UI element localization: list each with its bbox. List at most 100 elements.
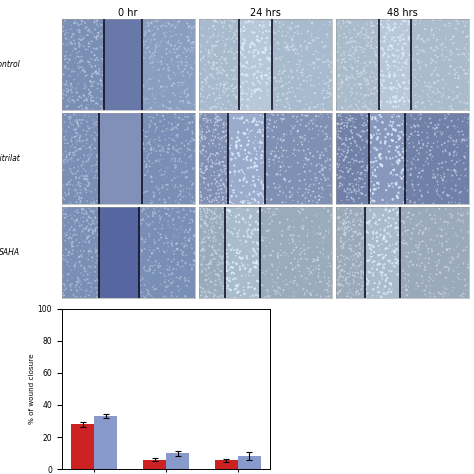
- Point: [347, 128, 355, 135]
- Point: [343, 81, 350, 89]
- Point: [457, 64, 465, 71]
- Point: [219, 181, 227, 189]
- Point: [358, 204, 366, 212]
- Point: [370, 158, 377, 166]
- Point: [352, 33, 360, 40]
- Point: [163, 45, 170, 53]
- Point: [400, 79, 407, 87]
- Point: [415, 229, 422, 237]
- Point: [147, 146, 155, 154]
- Point: [162, 32, 169, 40]
- Point: [256, 266, 264, 274]
- Point: [264, 288, 272, 296]
- Point: [62, 257, 70, 264]
- Point: [93, 15, 101, 23]
- Point: [85, 93, 92, 100]
- Point: [345, 168, 352, 175]
- Point: [73, 53, 81, 60]
- Point: [292, 244, 300, 251]
- Point: [181, 169, 188, 176]
- Point: [199, 83, 207, 91]
- Point: [401, 78, 408, 86]
- Point: [75, 53, 82, 61]
- Point: [343, 292, 350, 300]
- Point: [91, 277, 99, 284]
- Point: [67, 114, 74, 122]
- Point: [181, 87, 189, 95]
- Point: [62, 136, 70, 144]
- Point: [172, 113, 179, 121]
- Point: [338, 140, 346, 148]
- Point: [404, 230, 411, 238]
- Point: [146, 253, 154, 261]
- Point: [212, 96, 219, 103]
- Point: [307, 40, 314, 47]
- Point: [221, 80, 229, 88]
- Point: [354, 30, 362, 37]
- Point: [386, 142, 393, 150]
- Point: [287, 231, 294, 239]
- Point: [292, 115, 300, 123]
- Point: [266, 205, 274, 212]
- Point: [261, 188, 269, 196]
- Point: [172, 164, 179, 172]
- Point: [450, 166, 458, 174]
- Point: [173, 261, 181, 268]
- Point: [216, 224, 223, 232]
- Point: [82, 84, 90, 91]
- Point: [328, 91, 335, 98]
- Point: [200, 205, 208, 213]
- Point: [181, 62, 189, 69]
- Point: [216, 170, 223, 178]
- Point: [94, 15, 101, 23]
- Point: [174, 213, 182, 221]
- Point: [347, 245, 355, 252]
- Point: [146, 47, 153, 55]
- Point: [282, 264, 290, 271]
- Point: [385, 219, 392, 227]
- Point: [73, 147, 80, 155]
- Point: [361, 263, 368, 270]
- Point: [409, 182, 417, 189]
- Point: [90, 262, 98, 269]
- Point: [212, 249, 220, 257]
- Point: [338, 180, 346, 188]
- Point: [361, 102, 369, 110]
- Point: [263, 71, 271, 79]
- Point: [405, 209, 412, 217]
- Point: [211, 127, 219, 134]
- Point: [155, 229, 162, 237]
- Point: [95, 65, 103, 73]
- Point: [341, 232, 349, 239]
- Point: [58, 243, 66, 251]
- Point: [97, 88, 105, 95]
- Point: [147, 19, 155, 27]
- Point: [60, 135, 67, 142]
- Point: [178, 165, 185, 173]
- Point: [310, 258, 317, 265]
- Point: [432, 186, 439, 194]
- Point: [407, 235, 415, 243]
- Point: [291, 146, 298, 154]
- Point: [422, 82, 429, 90]
- Point: [63, 181, 70, 188]
- Bar: [142, 19, 195, 110]
- Point: [184, 119, 191, 127]
- Point: [369, 113, 376, 121]
- Point: [338, 109, 346, 117]
- Point: [272, 205, 279, 213]
- Point: [199, 246, 206, 253]
- Point: [339, 79, 346, 87]
- Point: [171, 174, 178, 182]
- Point: [352, 155, 360, 162]
- Point: [161, 278, 169, 286]
- Point: [141, 263, 148, 271]
- Point: [334, 126, 341, 134]
- Point: [332, 131, 340, 138]
- Point: [385, 24, 393, 31]
- Point: [437, 128, 445, 136]
- Point: [299, 66, 306, 74]
- Point: [334, 41, 342, 48]
- Point: [217, 185, 224, 192]
- Point: [216, 276, 223, 283]
